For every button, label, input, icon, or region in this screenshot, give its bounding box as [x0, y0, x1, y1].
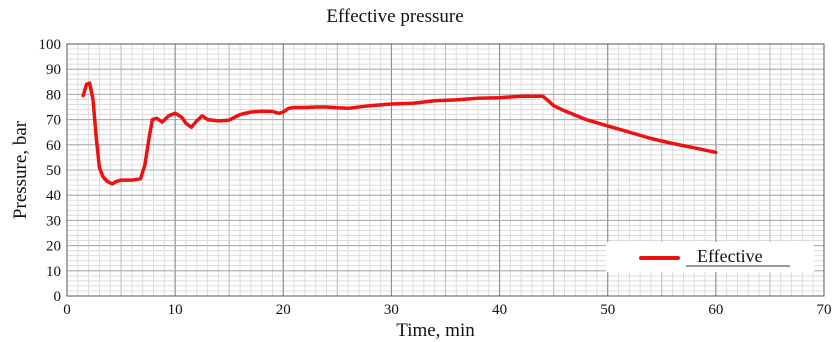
x-axis-title: Time, min	[396, 320, 475, 341]
chart-title: Effective pressure	[326, 6, 463, 27]
y-tick-label: 0	[54, 289, 62, 305]
x-tick-label: 0	[63, 302, 71, 318]
x-tick-label: 40	[492, 302, 507, 318]
y-tick-label: 30	[46, 213, 61, 229]
y-tick-label: 20	[46, 239, 61, 255]
x-tick-label: 60	[708, 302, 723, 318]
series-layer	[81, 81, 718, 186]
y-tick-label: 80	[46, 87, 61, 103]
y-tick-label: 100	[39, 37, 62, 53]
y-tick-label: 10	[46, 264, 61, 280]
y-axis-title: Pressure, bar	[10, 120, 31, 219]
x-tick-label: 50	[600, 302, 615, 318]
legend-label-effective: Effective	[697, 246, 763, 266]
x-tick-label: 70	[817, 302, 832, 318]
y-tick-label: 90	[46, 62, 61, 78]
y-tick-label: 40	[46, 188, 61, 204]
y-tick-label: 50	[46, 163, 61, 179]
y-tick-label: 70	[46, 113, 61, 129]
y-tick-label: 60	[46, 138, 61, 154]
x-tick-label: 30	[384, 302, 399, 318]
x-tick-label: 10	[168, 302, 183, 318]
tick-labels: 0 10 20 30 40 50 60 70 0 10 20 30 40 50 60 70 80 90 100	[39, 37, 832, 318]
legend: Effective	[606, 242, 814, 272]
series-line-effective	[81, 81, 718, 186]
x-tick-label: 20	[276, 302, 291, 318]
plot-frame	[66, 43, 825, 297]
